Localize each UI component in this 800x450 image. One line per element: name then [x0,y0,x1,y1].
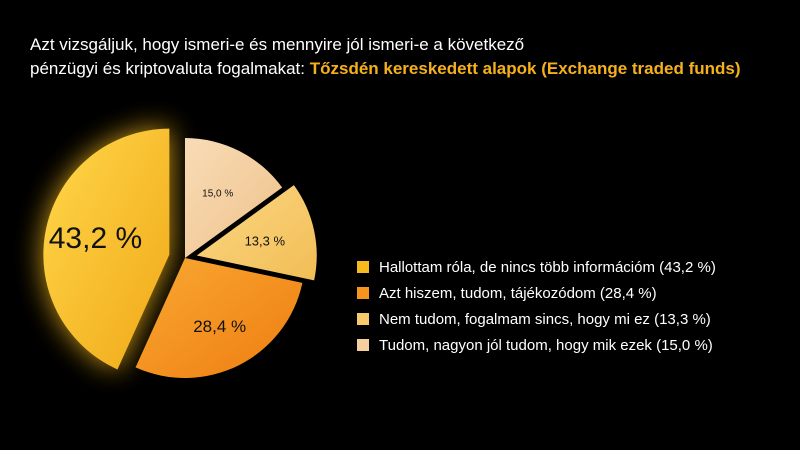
legend-item-4: Tudom, nagyon jól tudom, hogy mik ezek (… [357,332,716,358]
pie-slice-label-3: 13,3 % [245,234,286,249]
legend-item-3: Nem tudom, fogalmam sincs, hogy mi ez (1… [357,306,716,332]
legend-label: Tudom, nagyon jól tudom, hogy mik ezek (… [379,336,713,354]
pie-slice-2 [135,258,303,379]
legend-label: Nem tudom, fogalmam sincs, hogy mi ez (1… [379,310,711,328]
legend-swatch [357,261,369,273]
legend-label: Azt hiszem, tudom, tájékozódom (28,4 %) [379,284,657,302]
legend-swatch [357,313,369,325]
title-line-2: pénzügyi és kriptovaluta fogalmakat: Tőz… [30,57,790,81]
pie-slice-3 [196,185,317,281]
legend-swatch [357,287,369,299]
pie-slice-label-4: 15,0 % [202,188,233,199]
title-line-1: Azt vizsgáljuk, hogy ismeri-e és mennyir… [30,35,525,54]
pie-labels: 43,2 % 28,4 % 13,3 % 15,0 % [49,188,286,336]
legend-swatch [357,339,369,351]
legend-label: Hallottam róla, de nincs több információ… [379,258,716,276]
pie-slice-4 [185,138,283,258]
pie-slice-label-1: 43,2 % [49,222,142,255]
title-line-2-prefix: pénzügyi és kriptovaluta fogalmakat: [30,59,310,78]
legend-item-1: Hallottam róla, de nincs több információ… [357,254,716,280]
title-highlight: Tőzsdén kereskedett alapok (Exchange tra… [309,59,741,78]
pie-slices [43,128,317,379]
chart-title: Azt vizsgáljuk, hogy ismeri-e és mennyir… [30,33,790,81]
pie-slice-1 [43,128,170,370]
pie-slice-label-2: 28,4 % [193,317,246,336]
legend-item-2: Azt hiszem, tudom, tájékozódom (28,4 %) [357,280,716,306]
chart-legend: Hallottam róla, de nincs több információ… [357,254,716,358]
